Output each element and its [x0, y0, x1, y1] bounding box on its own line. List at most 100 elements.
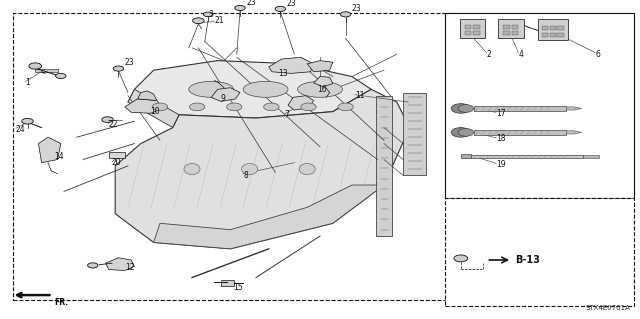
Circle shape — [338, 103, 353, 111]
Bar — [557, 33, 564, 37]
Text: STX4E0701A: STX4E0701A — [586, 305, 630, 311]
Bar — [460, 19, 485, 38]
FancyArrow shape — [566, 107, 582, 110]
Bar — [35, 69, 58, 72]
Bar — [474, 31, 480, 35]
Polygon shape — [106, 258, 134, 271]
Circle shape — [22, 118, 33, 124]
Text: 20: 20 — [112, 158, 122, 167]
Ellipse shape — [189, 81, 234, 97]
Polygon shape — [38, 137, 61, 163]
Text: 7: 7 — [285, 110, 290, 119]
Text: 23: 23 — [352, 4, 362, 13]
Circle shape — [152, 103, 168, 111]
Text: 23: 23 — [125, 58, 134, 67]
Ellipse shape — [298, 81, 342, 97]
Circle shape — [193, 18, 204, 24]
Polygon shape — [128, 61, 371, 118]
Ellipse shape — [184, 164, 200, 175]
Bar — [550, 33, 556, 37]
Bar — [471, 155, 583, 158]
Circle shape — [113, 66, 124, 71]
Bar — [474, 130, 566, 135]
Circle shape — [29, 63, 42, 69]
Circle shape — [275, 6, 285, 11]
Ellipse shape — [243, 81, 288, 97]
Text: 2: 2 — [486, 50, 491, 59]
Ellipse shape — [242, 164, 258, 175]
Bar — [503, 25, 509, 29]
Text: 12: 12 — [125, 263, 134, 272]
Text: 22: 22 — [109, 120, 118, 129]
Bar — [557, 26, 564, 30]
Circle shape — [301, 103, 316, 111]
Text: 23: 23 — [287, 0, 296, 8]
Circle shape — [451, 128, 470, 137]
Text: 9: 9 — [221, 94, 226, 103]
Text: 10: 10 — [150, 107, 160, 116]
Bar — [498, 19, 524, 38]
Polygon shape — [115, 89, 410, 249]
Circle shape — [56, 73, 66, 78]
Text: 14: 14 — [54, 152, 64, 161]
Bar — [13, 13, 454, 300]
Text: 16: 16 — [317, 85, 326, 94]
Circle shape — [227, 103, 242, 111]
Text: 1: 1 — [26, 78, 30, 87]
Bar — [512, 31, 518, 35]
Bar — [512, 25, 518, 29]
Text: 23: 23 — [246, 0, 256, 7]
Bar — [403, 93, 426, 175]
Circle shape — [204, 12, 212, 17]
Bar — [445, 13, 634, 198]
Text: 17: 17 — [496, 109, 506, 118]
Polygon shape — [125, 99, 163, 113]
Text: 4: 4 — [518, 50, 524, 59]
Polygon shape — [154, 185, 384, 249]
Bar — [550, 26, 556, 30]
Text: B-13: B-13 — [515, 255, 540, 265]
Polygon shape — [138, 91, 157, 100]
Circle shape — [235, 5, 245, 11]
Text: 18: 18 — [496, 134, 506, 143]
Text: 19: 19 — [496, 160, 506, 169]
Circle shape — [340, 12, 351, 17]
Text: 24: 24 — [16, 125, 26, 134]
Circle shape — [189, 103, 205, 111]
Circle shape — [102, 117, 113, 122]
Text: 11: 11 — [355, 91, 365, 100]
FancyArrow shape — [566, 131, 582, 134]
Text: 3: 3 — [208, 10, 213, 19]
Polygon shape — [288, 96, 314, 110]
Bar — [221, 280, 234, 286]
Text: FR.: FR. — [54, 298, 68, 307]
Bar — [542, 33, 548, 37]
Polygon shape — [307, 61, 333, 72]
Circle shape — [454, 255, 468, 262]
Bar — [474, 25, 480, 29]
Ellipse shape — [300, 164, 315, 175]
Text: 8: 8 — [243, 171, 248, 180]
Polygon shape — [269, 57, 314, 73]
Bar — [538, 19, 568, 40]
Polygon shape — [211, 88, 240, 101]
Bar — [503, 31, 509, 35]
Bar — [465, 31, 471, 35]
Circle shape — [458, 105, 474, 112]
Circle shape — [264, 103, 279, 111]
Text: 21: 21 — [214, 16, 224, 25]
Text: 13: 13 — [278, 69, 288, 78]
Polygon shape — [314, 77, 333, 87]
Bar — [465, 25, 471, 29]
Text: 6: 6 — [595, 50, 600, 59]
Polygon shape — [128, 89, 179, 128]
Bar — [461, 154, 471, 158]
Circle shape — [458, 129, 474, 136]
Bar — [474, 106, 566, 111]
Circle shape — [88, 263, 98, 268]
Circle shape — [451, 104, 470, 113]
Bar — [445, 198, 634, 306]
Bar — [583, 155, 599, 158]
Text: 15: 15 — [234, 283, 243, 292]
Bar — [376, 96, 392, 236]
